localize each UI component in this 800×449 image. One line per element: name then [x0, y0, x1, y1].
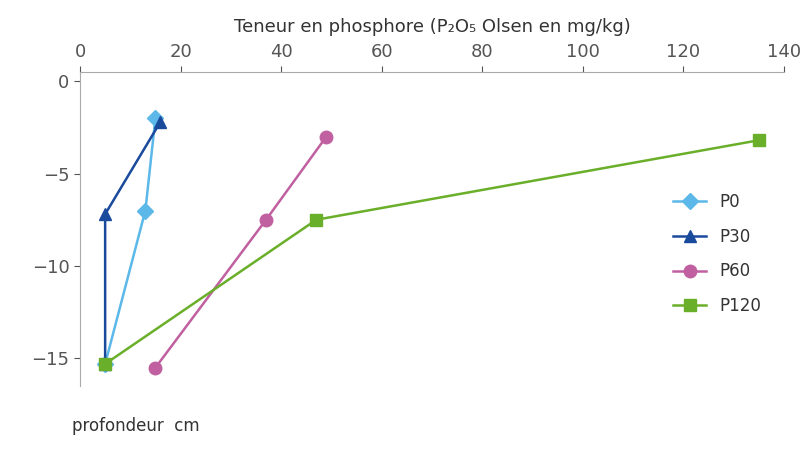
- Line: P60: P60: [149, 130, 333, 374]
- Legend: P0, P30, P60, P120: P0, P30, P60, P120: [673, 193, 762, 315]
- Text: profondeur  cm: profondeur cm: [72, 417, 200, 435]
- P30: [100, 211, 110, 217]
- P120: [100, 361, 110, 367]
- P30: [156, 119, 166, 124]
- P60: [262, 217, 271, 222]
- Line: P120: P120: [99, 134, 765, 370]
- Title: Teneur en phosphore (P₂O₅ Olsen en mg/kg): Teneur en phosphore (P₂O₅ Olsen en mg/kg…: [234, 18, 630, 36]
- P0: [100, 361, 110, 367]
- P60: [322, 134, 331, 139]
- P60: [150, 365, 160, 370]
- P0: [150, 115, 160, 121]
- Line: P0: P0: [99, 113, 161, 370]
- P120: [311, 217, 321, 222]
- P30: [100, 361, 110, 367]
- Line: P30: P30: [99, 115, 166, 370]
- P0: [141, 208, 150, 213]
- P120: [754, 137, 764, 143]
